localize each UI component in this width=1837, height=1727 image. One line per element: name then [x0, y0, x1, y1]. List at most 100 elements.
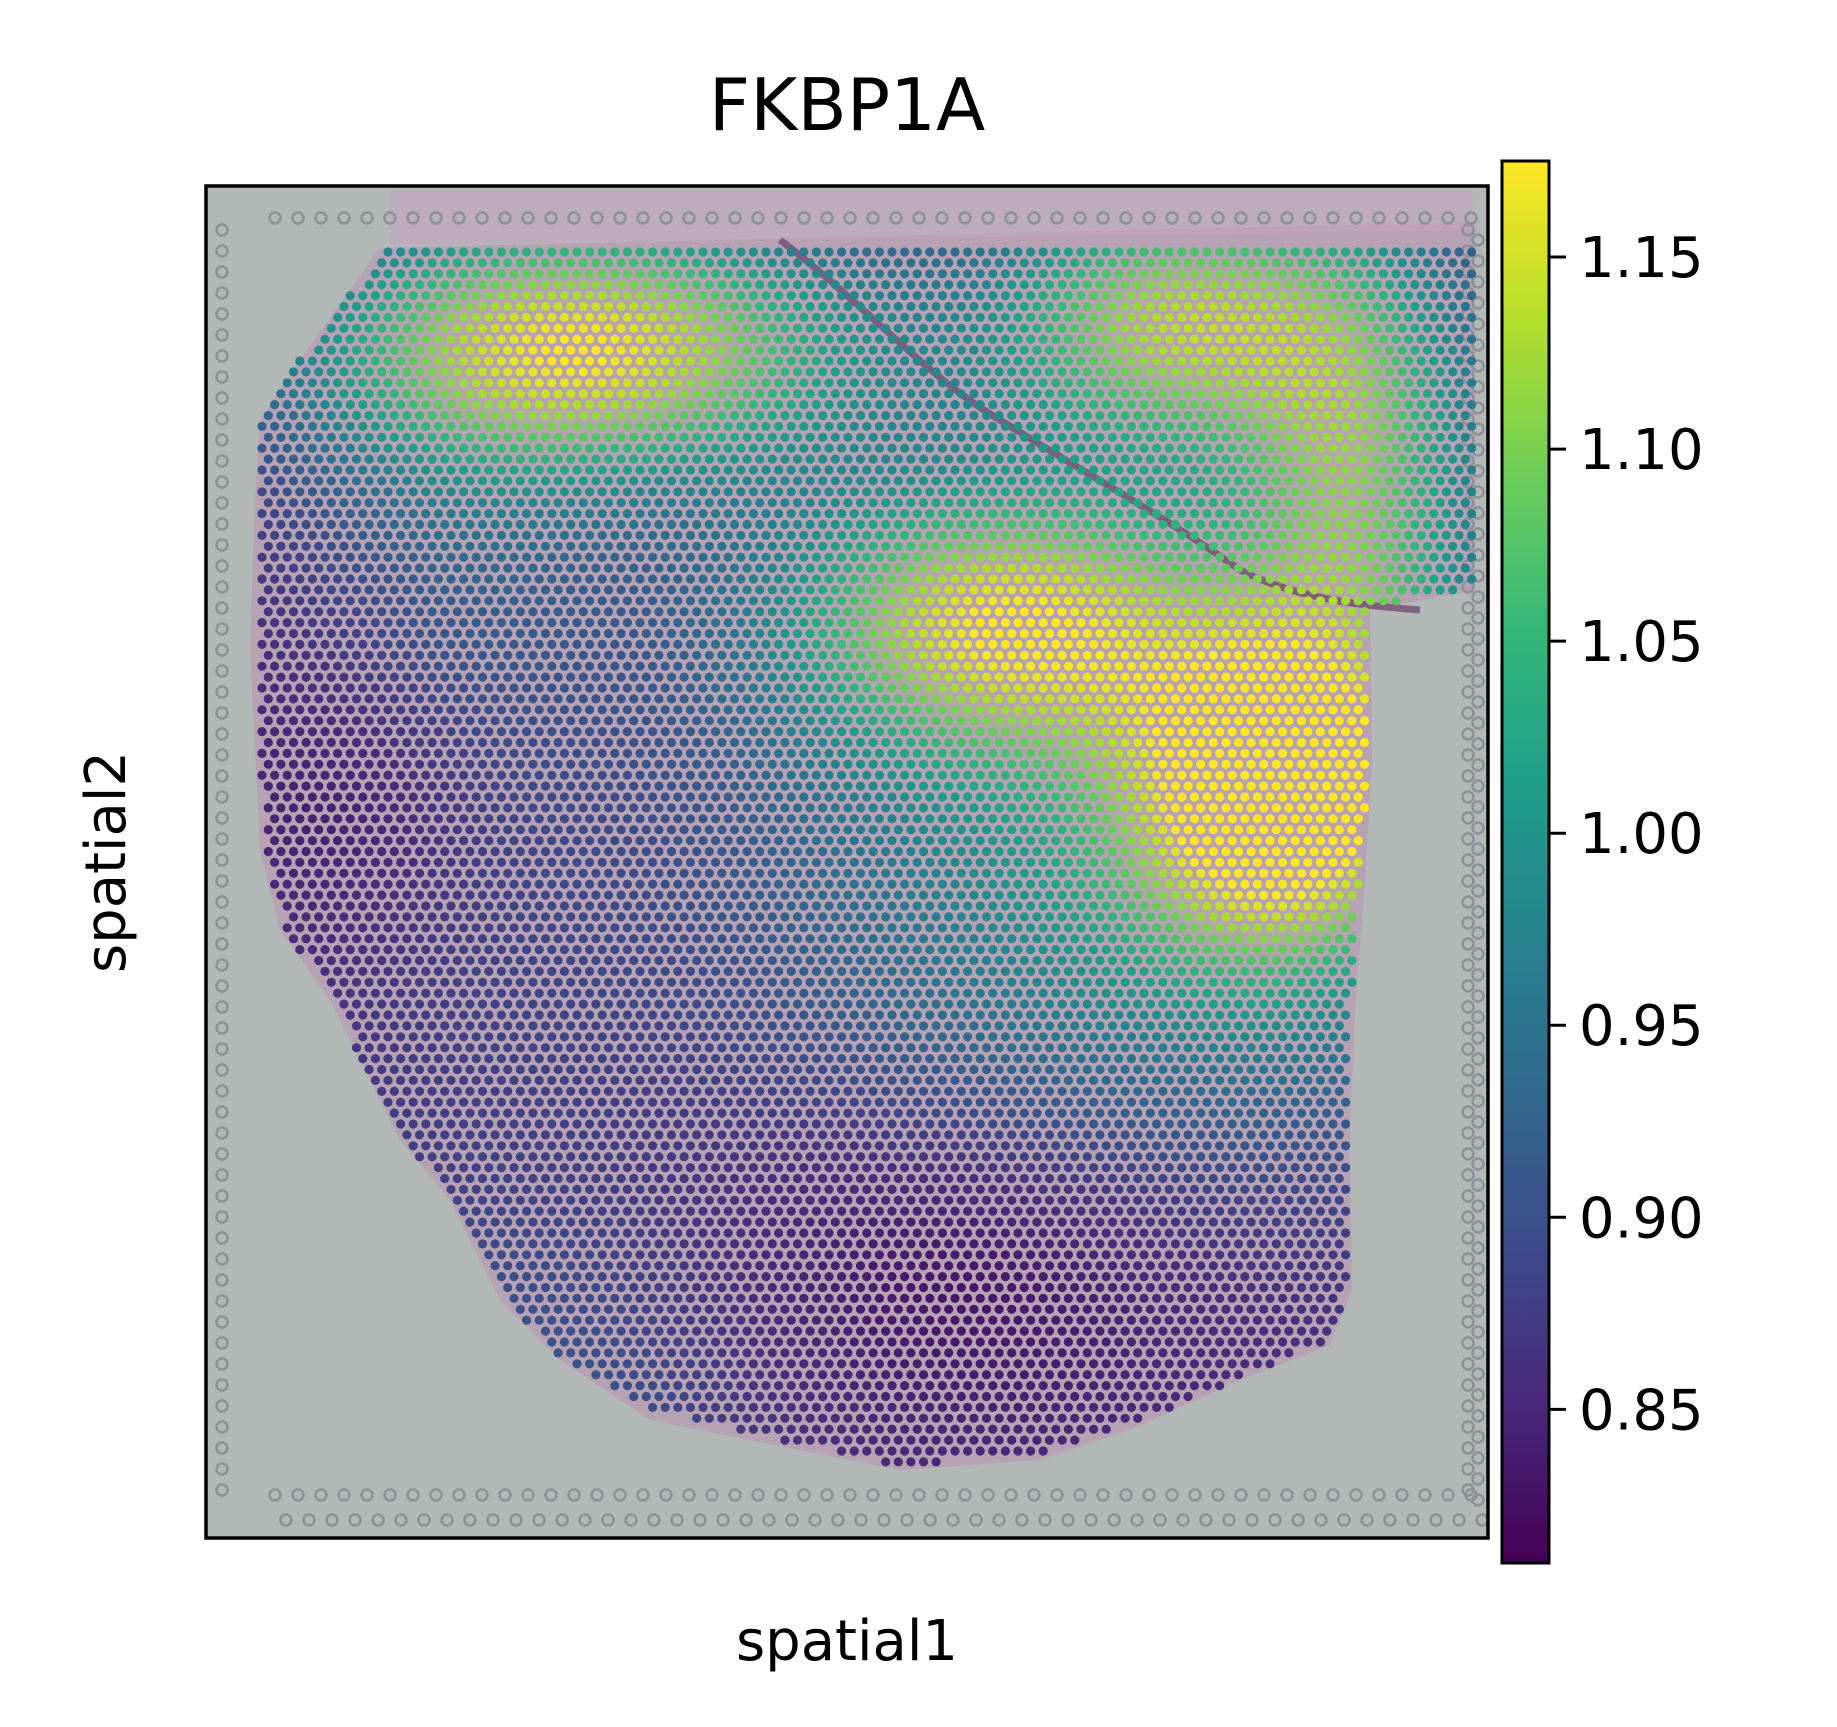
expression-spot: [742, 367, 752, 377]
expression-spot: [471, 378, 481, 388]
fiducial-spot: [739, 1513, 753, 1527]
expression-spot: [1359, 563, 1370, 573]
fiducial-spot: [215, 1147, 229, 1161]
expression-spot: [648, 247, 658, 257]
expression-spot: [446, 356, 456, 366]
expression-spot: [1095, 759, 1105, 769]
expression-spot: [301, 672, 311, 682]
expression-spot: [339, 759, 349, 769]
expression-spot: [1063, 705, 1073, 715]
expression-spot: [950, 269, 960, 279]
fiducial-spot: [1461, 664, 1475, 678]
expression-spot: [1378, 508, 1388, 519]
expression-spot: [755, 258, 765, 268]
expression-spot: [1448, 432, 1458, 442]
expression-spot: [358, 400, 368, 410]
expression-spot: [1170, 541, 1181, 551]
expression-spot: [288, 410, 299, 421]
expression-spot: [937, 421, 948, 431]
expression-spot: [931, 650, 941, 660]
expression-spot: [389, 323, 399, 333]
expression-spot: [881, 454, 891, 464]
expression-spot: [1353, 748, 1363, 759]
expression-spot: [843, 476, 853, 486]
expression-spot: [698, 291, 708, 301]
expression-spot: [1215, 291, 1225, 301]
expression-spot: [603, 432, 614, 442]
expression-spot: [761, 530, 771, 541]
expression-spot: [660, 487, 670, 497]
expression-spot: [704, 454, 714, 464]
expression-spot: [603, 280, 614, 290]
fiducial-spot: [1471, 800, 1485, 814]
expression-spot: [912, 508, 922, 519]
expression-spot: [1070, 432, 1080, 442]
expression-spot: [477, 607, 488, 617]
expression-spot: [635, 378, 645, 388]
expression-spot: [515, 280, 525, 290]
expression-spot: [402, 258, 412, 268]
expression-spot: [509, 618, 519, 628]
expression-spot: [1107, 432, 1118, 442]
expression-spot: [1000, 421, 1011, 431]
expression-spot: [1303, 334, 1313, 344]
expression-spot: [1385, 280, 1395, 290]
expression-spot: [1114, 770, 1124, 780]
expression-spot: [301, 694, 311, 704]
expression-spot: [288, 781, 299, 791]
fiducial-spot: [215, 1273, 229, 1287]
expression-spot: [1013, 508, 1023, 519]
expression-spot: [698, 312, 708, 322]
expression-spot: [780, 258, 790, 268]
expression-spot: [780, 498, 790, 508]
expression-spot: [465, 563, 475, 573]
expression-spot: [944, 650, 954, 660]
expression-spot: [528, 672, 538, 682]
expression-spot: [1303, 247, 1313, 257]
expression-spot: [887, 661, 897, 671]
expression-spot: [1435, 389, 1445, 399]
expression-spot: [893, 607, 903, 617]
expression-spot: [314, 410, 324, 421]
expression-spot: [503, 628, 513, 639]
expression-spot: [421, 421, 431, 431]
expression-spot: [635, 421, 645, 431]
expression-spot: [1032, 258, 1042, 268]
expression-spot: [988, 356, 998, 366]
expression-spot: [1252, 269, 1262, 279]
expression-spot: [477, 345, 488, 355]
expression-spot: [698, 748, 708, 759]
expression-spot: [1082, 759, 1092, 769]
expression-spot: [1290, 705, 1300, 715]
expression-spot: [288, 498, 299, 508]
expression-spot: [1089, 530, 1099, 541]
expression-spot: [477, 781, 488, 791]
expression-spot: [1233, 476, 1244, 486]
expression-spot: [862, 683, 872, 693]
expression-spot: [427, 367, 437, 377]
expression-spot: [1410, 498, 1420, 508]
expression-spot: [1101, 639, 1111, 650]
expression-spot: [427, 563, 437, 573]
expression-spot: [629, 541, 639, 551]
expression-spot: [711, 356, 721, 366]
expression-spot: [1007, 672, 1017, 682]
expression-spot: [1441, 508, 1451, 519]
expression-spot: [1120, 607, 1130, 617]
expression-spot: [528, 432, 538, 442]
expression-spot: [1177, 508, 1187, 519]
expression-spot: [408, 639, 418, 650]
expression-spot: [1252, 465, 1262, 475]
expression-spot: [818, 345, 828, 355]
expression-spot: [1196, 454, 1206, 464]
expression-spot: [906, 323, 916, 333]
expression-spot: [1322, 585, 1332, 595]
expression-spot: [1202, 378, 1212, 388]
expression-spot: [868, 737, 878, 748]
fiducial-spot: [1471, 653, 1485, 667]
expression-spot: [1189, 269, 1199, 279]
expression-spot: [931, 410, 941, 421]
expression-spot: [685, 596, 696, 606]
fiducial-spot: [889, 1488, 903, 1502]
expression-spot: [421, 705, 431, 715]
